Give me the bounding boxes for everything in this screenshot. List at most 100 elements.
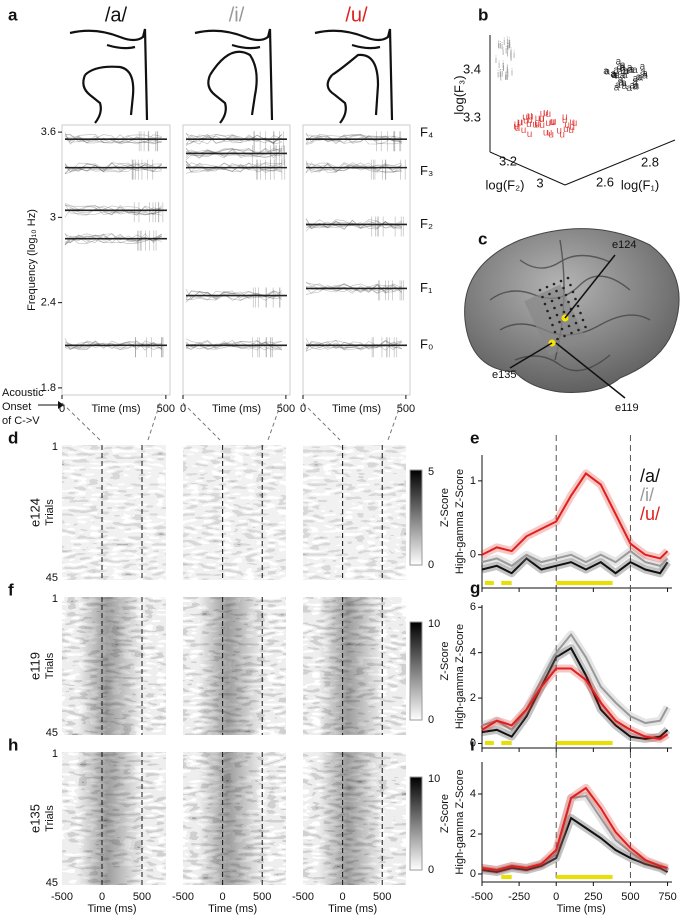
trace-line bbox=[481, 472, 669, 560]
panel-label: c bbox=[478, 229, 487, 248]
trace-texture bbox=[185, 291, 282, 303]
cluster-letter: a bbox=[619, 63, 625, 74]
legend-entry: /a/ bbox=[640, 466, 660, 486]
y-tick-label: 2 bbox=[470, 828, 476, 840]
cluster-letter: a bbox=[617, 61, 623, 72]
trace-texture bbox=[305, 162, 402, 174]
cluster-letter: i bbox=[498, 60, 500, 71]
cluster-letter: i bbox=[507, 69, 509, 80]
cluster-letter: i bbox=[509, 39, 511, 50]
colorbar-label: Z-Score bbox=[439, 794, 451, 833]
x-tick-label: 0 bbox=[300, 403, 306, 415]
cluster-letter: u bbox=[528, 111, 534, 122]
electrode bbox=[541, 295, 544, 299]
cluster-letter: u bbox=[564, 120, 570, 131]
b-tick-label: 2.8 bbox=[641, 154, 659, 169]
electrode bbox=[555, 289, 558, 293]
trace-texture bbox=[185, 134, 282, 146]
raster-band bbox=[318, 597, 383, 735]
cluster-letter: a bbox=[616, 56, 622, 67]
electrode bbox=[550, 299, 554, 303]
colorbar-tick: 0 bbox=[428, 559, 434, 571]
cluster-letter: a bbox=[638, 72, 644, 83]
raster-band bbox=[78, 752, 142, 885]
cluster-letter: u bbox=[526, 119, 532, 130]
trace-line bbox=[481, 549, 669, 568]
x-tick-label: 500 bbox=[157, 403, 175, 415]
cluster-letter: i bbox=[501, 68, 503, 79]
trace-texture bbox=[305, 132, 402, 143]
cluster-letter: u bbox=[545, 118, 551, 129]
x-tick-label: 0 bbox=[553, 891, 559, 903]
electrode bbox=[538, 288, 542, 292]
trace-texture bbox=[64, 340, 162, 351]
significance-bar bbox=[484, 741, 494, 745]
trace-texture bbox=[64, 162, 162, 173]
trace-texture bbox=[185, 161, 282, 172]
colorbar-tick: 0 bbox=[428, 864, 434, 876]
b-tick-label: 3.3 bbox=[463, 109, 481, 124]
x-tick-label: 500 bbox=[397, 403, 415, 415]
formant-label: F₂ bbox=[420, 216, 433, 231]
trace-texture bbox=[305, 219, 402, 229]
zoom-guide bbox=[182, 402, 221, 441]
plot-frame bbox=[61, 124, 171, 396]
cluster-letter: i bbox=[500, 72, 502, 83]
error-band bbox=[479, 664, 670, 743]
trace-line bbox=[481, 667, 669, 740]
trace-line bbox=[481, 816, 669, 874]
cluster-letter: i bbox=[508, 41, 510, 52]
trace-texture bbox=[305, 340, 402, 352]
electrode bbox=[574, 297, 577, 301]
onset-arrow bbox=[38, 401, 64, 409]
trace-texture bbox=[185, 160, 282, 173]
trace-texture bbox=[305, 219, 402, 230]
cluster-letter: i bbox=[510, 53, 512, 64]
electrode bbox=[581, 318, 585, 322]
cluster-letter: i bbox=[506, 42, 508, 53]
colorbar bbox=[409, 776, 423, 871]
b-tick-label: 2.6 bbox=[596, 174, 614, 189]
trace-texture bbox=[185, 290, 282, 301]
electrode bbox=[566, 276, 570, 280]
cluster-letter: i bbox=[510, 47, 512, 58]
electrode bbox=[567, 324, 571, 328]
cluster-letter: a bbox=[612, 70, 618, 81]
cluster-letter: u bbox=[562, 115, 568, 126]
cluster-letter: i bbox=[505, 71, 507, 82]
x-axis-label: Time (ms) bbox=[328, 903, 377, 915]
electrode bbox=[545, 285, 549, 289]
electrode bbox=[553, 306, 556, 310]
cluster-letter: a bbox=[623, 66, 629, 77]
plot-frame bbox=[302, 124, 411, 396]
axis-line bbox=[489, 151, 566, 186]
trace-texture bbox=[64, 162, 162, 173]
cluster-letter: i bbox=[499, 69, 501, 80]
electrode bbox=[558, 320, 561, 324]
cluster-letter: u bbox=[527, 110, 533, 121]
electrode bbox=[567, 300, 570, 304]
cluster-letter: u bbox=[539, 120, 545, 131]
b-axis-label: log(F₂) bbox=[486, 177, 525, 192]
trace-texture bbox=[185, 288, 283, 300]
x-axis-label: Time (ms) bbox=[208, 903, 257, 915]
electrode bbox=[546, 309, 549, 313]
raster-band bbox=[198, 597, 263, 735]
cluster-letter: u bbox=[517, 117, 523, 128]
x-tick-label: 500 bbox=[277, 403, 295, 415]
cluster-letter: i bbox=[510, 51, 512, 62]
x-tick-label: 0 bbox=[180, 403, 186, 415]
y-axis-label: Trials bbox=[44, 805, 56, 832]
y-tick-label: 3 bbox=[50, 211, 56, 223]
trace-line bbox=[481, 646, 669, 740]
cluster-letter: i bbox=[508, 40, 510, 51]
y-axis-label: High-gamma Z-Score bbox=[454, 769, 466, 874]
colorbar-label: Z-Score bbox=[439, 488, 451, 527]
cluster-letter: a bbox=[630, 81, 636, 92]
colorbar-tick: 10 bbox=[428, 618, 440, 630]
cluster-letter: a bbox=[627, 63, 633, 74]
cluster-letter: i bbox=[508, 37, 510, 48]
trace-texture bbox=[64, 134, 162, 142]
cluster-letter: u bbox=[527, 129, 533, 140]
